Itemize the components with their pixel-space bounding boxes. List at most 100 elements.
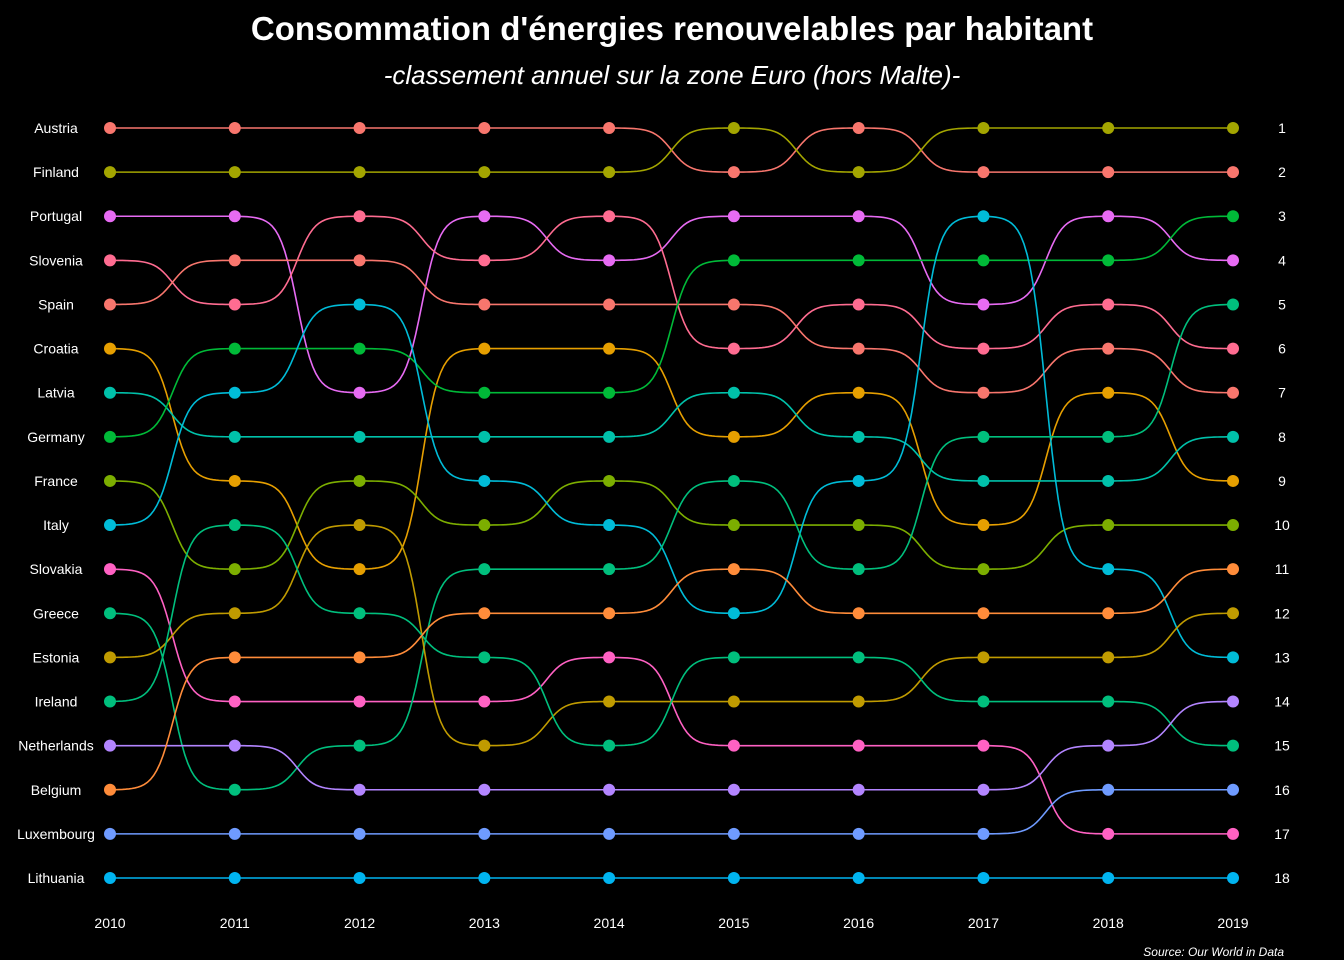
rank-label-7: 7 — [1278, 385, 1286, 401]
data-point-finland-2010 — [104, 166, 116, 179]
data-point-netherlands-2013 — [478, 783, 491, 796]
data-point-latvia-2010 — [104, 386, 116, 399]
data-point-luxembourg-2015 — [727, 827, 740, 840]
data-point-italy-2019 — [1227, 651, 1239, 664]
data-point-austria-2015 — [727, 166, 740, 179]
data-point-france-2019 — [1227, 519, 1239, 532]
data-point-austria-2013 — [478, 122, 491, 134]
data-point-italy-2014 — [603, 519, 616, 532]
data-point-estonia-2011 — [228, 607, 241, 620]
data-point-slovenia-2015 — [727, 342, 740, 355]
data-point-greece-2011 — [228, 783, 241, 796]
series-line-netherlands — [110, 700, 1234, 791]
data-point-slovakia-2015 — [727, 739, 740, 752]
data-point-estonia-2017 — [977, 651, 990, 664]
data-point-austria-2017 — [977, 166, 990, 179]
data-point-germany-2015 — [727, 254, 740, 267]
data-point-greece-2010 — [104, 607, 116, 620]
chart-title: Consommation d'énergies renouvelables pa… — [250, 10, 1094, 47]
data-point-germany-2016 — [852, 254, 865, 267]
rank-label-2: 2 — [1278, 164, 1286, 180]
data-point-austria-2011 — [228, 122, 241, 134]
data-point-slovakia-2013 — [478, 695, 491, 708]
data-point-greece-2017 — [977, 430, 990, 443]
country-label-italy: Italy — [43, 517, 69, 533]
data-point-latvia-2013 — [478, 430, 491, 443]
data-point-germany-2013 — [478, 386, 491, 399]
data-point-ireland-2019 — [1227, 739, 1239, 752]
data-point-croatia-2010 — [104, 342, 116, 355]
country-label-greece: Greece — [33, 605, 79, 621]
data-point-belgium-2010 — [104, 783, 116, 796]
data-point-lithuania-2017 — [977, 872, 990, 884]
data-point-slovenia-2016 — [852, 298, 865, 311]
data-point-belgium-2016 — [852, 607, 865, 620]
series-line-finland — [110, 127, 1233, 173]
data-point-belgium-2017 — [977, 607, 990, 620]
data-point-estonia-2012 — [353, 519, 366, 532]
data-point-portugal-2010 — [104, 210, 116, 223]
data-point-ireland-2010 — [104, 695, 116, 708]
data-point-portugal-2011 — [228, 210, 241, 223]
data-point-finland-2017 — [977, 122, 990, 134]
data-point-france-2015 — [727, 519, 740, 532]
data-point-estonia-2018 — [1102, 651, 1115, 664]
data-point-greece-2018 — [1102, 430, 1115, 443]
data-point-belgium-2011 — [228, 651, 241, 664]
data-point-italy-2011 — [228, 386, 241, 399]
x-tick-label-2015: 2015 — [718, 915, 749, 931]
data-point-austria-2019 — [1227, 166, 1239, 179]
data-point-portugal-2017 — [977, 298, 990, 311]
data-point-greece-2015 — [727, 474, 740, 487]
data-point-france-2014 — [603, 474, 616, 487]
data-point-germany-2011 — [228, 342, 241, 355]
data-point-spain-2017 — [977, 386, 990, 399]
data-point-slovenia-2019 — [1227, 342, 1239, 355]
data-point-germany-2018 — [1102, 254, 1115, 267]
data-point-lithuania-2016 — [852, 872, 865, 884]
data-point-finland-2014 — [603, 166, 616, 179]
rank-label-3: 3 — [1278, 208, 1286, 224]
rank-label-9: 9 — [1278, 473, 1286, 489]
data-point-spain-2012 — [353, 254, 366, 267]
country-label-luxembourg: Luxembourg — [17, 826, 95, 842]
country-label-france: France — [34, 473, 78, 489]
data-point-austria-2018 — [1102, 166, 1115, 179]
data-point-netherlands-2017 — [977, 783, 990, 796]
data-point-lithuania-2012 — [353, 872, 366, 884]
data-point-finland-2018 — [1102, 122, 1115, 134]
data-point-estonia-2015 — [727, 695, 740, 708]
data-point-italy-2010 — [104, 519, 116, 532]
data-point-portugal-2019 — [1227, 254, 1239, 267]
data-point-germany-2010 — [104, 430, 116, 443]
series-line-ireland — [109, 524, 1234, 747]
data-point-slovenia-2013 — [478, 254, 491, 267]
data-point-belgium-2015 — [727, 563, 740, 576]
data-point-germany-2012 — [353, 342, 366, 355]
data-point-portugal-2014 — [603, 254, 616, 267]
data-point-croatia-2013 — [478, 342, 491, 355]
series-line-germany — [109, 215, 1234, 438]
data-point-latvia-2015 — [727, 386, 740, 399]
country-label-ireland: Ireland — [35, 694, 78, 710]
data-point-latvia-2019 — [1227, 430, 1239, 443]
data-point-croatia-2014 — [603, 342, 616, 355]
series-line-estonia — [109, 524, 1234, 747]
x-tick-label-2010: 2010 — [94, 915, 125, 931]
country-label-latvia: Latvia — [37, 385, 75, 401]
data-point-finland-2016 — [852, 166, 865, 179]
data-point-lithuania-2014 — [603, 872, 616, 884]
data-point-belgium-2013 — [478, 607, 491, 620]
data-point-spain-2015 — [727, 298, 740, 311]
country-label-portugal: Portugal — [30, 208, 82, 224]
data-point-lithuania-2019 — [1227, 872, 1239, 884]
data-point-france-2013 — [478, 519, 491, 532]
rank-label-1: 1 — [1278, 120, 1286, 136]
data-point-latvia-2017 — [977, 474, 990, 487]
data-point-france-2017 — [977, 563, 990, 576]
data-point-ireland-2018 — [1102, 695, 1115, 708]
data-point-croatia-2019 — [1227, 474, 1239, 487]
data-point-estonia-2010 — [104, 651, 116, 664]
data-point-slovakia-2012 — [353, 695, 366, 708]
data-point-luxembourg-2012 — [353, 827, 366, 840]
